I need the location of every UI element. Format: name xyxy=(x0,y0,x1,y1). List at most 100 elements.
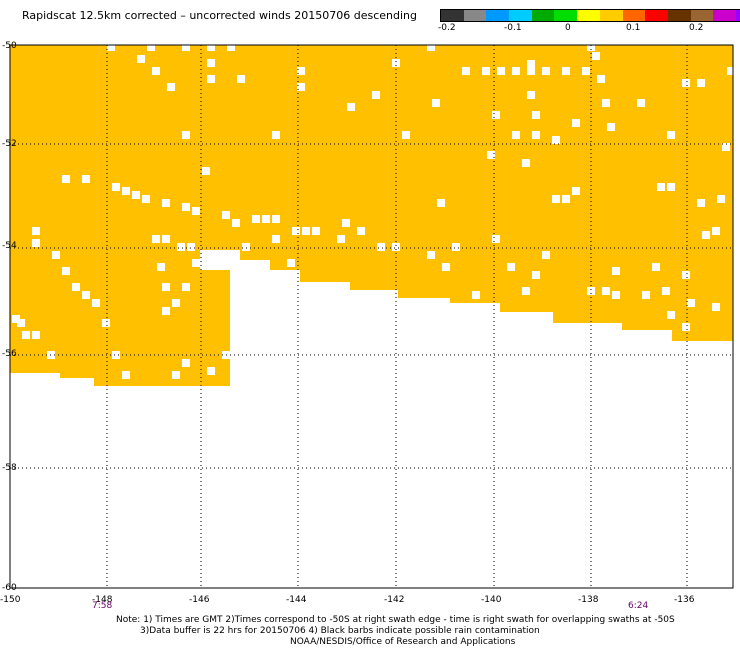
missing-cell xyxy=(252,215,260,223)
missing-cell xyxy=(12,315,20,323)
missing-cell xyxy=(297,83,305,91)
missing-cell xyxy=(472,291,480,299)
colorbar-label: 0.1 xyxy=(626,23,641,33)
missing-cell xyxy=(452,243,460,251)
missing-cell xyxy=(667,183,675,191)
missing-cell xyxy=(667,131,675,139)
colorbar-swatch xyxy=(690,10,714,21)
missing-cell xyxy=(62,175,70,183)
missing-cell xyxy=(532,131,540,139)
missing-cell xyxy=(392,59,400,67)
missing-cell xyxy=(112,183,120,191)
graticule xyxy=(10,45,733,588)
missing-cell xyxy=(272,131,280,139)
missing-cell xyxy=(302,227,310,235)
colorbar-swatch xyxy=(554,10,578,21)
missing-cell xyxy=(487,151,495,159)
missing-cell xyxy=(162,283,170,291)
lon-label: -146 xyxy=(189,595,210,605)
missing-cell xyxy=(582,67,590,75)
lat-label: -60 xyxy=(2,583,17,593)
missing-cell xyxy=(92,299,100,307)
missing-cell xyxy=(167,83,175,91)
missing-cell xyxy=(162,199,170,207)
missing-cell xyxy=(527,60,535,68)
lat-label: -50 xyxy=(2,41,17,51)
colorbar: -0.2 -0.1 0 0.1 0.2 xyxy=(438,9,740,33)
missing-cell xyxy=(172,371,180,379)
missing-cell xyxy=(107,43,115,51)
lat-label: -54 xyxy=(2,241,17,251)
missing-cell xyxy=(717,195,725,203)
lon-label: -150 xyxy=(0,595,21,605)
missing-cell xyxy=(147,43,155,51)
missing-cell xyxy=(152,67,160,75)
missing-cell xyxy=(232,219,240,227)
note-line: Note: 1) Times are GMT 2)Times correspon… xyxy=(116,615,675,625)
missing-cell xyxy=(722,143,730,151)
lon-label: -142 xyxy=(384,595,404,605)
plot-frame xyxy=(9,44,734,589)
missing-cell xyxy=(17,319,25,327)
missing-cell xyxy=(377,243,385,251)
colorbar-swatch xyxy=(622,10,646,21)
colorbar-swatch xyxy=(645,10,668,21)
missing-cell xyxy=(602,287,610,295)
missing-cell xyxy=(102,319,110,327)
lat-label: -56 xyxy=(2,349,17,359)
missing-cell xyxy=(72,283,80,291)
missing-cell xyxy=(612,291,620,299)
missing-cell xyxy=(202,167,210,175)
start-time: 7:58 xyxy=(92,601,113,611)
missing-cell xyxy=(597,75,605,83)
colorbar-label: -0.2 xyxy=(438,23,456,33)
missing-cell xyxy=(242,243,250,251)
missing-cell xyxy=(82,291,90,299)
missing-cell xyxy=(682,323,690,331)
missing-cell xyxy=(272,215,280,223)
missing-cell xyxy=(532,111,540,119)
wind-difference-field xyxy=(10,45,733,386)
longitude-labels: -150 -148 -146 -144 -142 -140 -138 -136 xyxy=(0,595,695,605)
missing-cell xyxy=(702,231,710,239)
lon-label: -136 xyxy=(674,595,695,605)
colorbar-swatch xyxy=(463,10,487,21)
missing-cell xyxy=(512,67,520,75)
missing-cell xyxy=(157,263,165,271)
missing-cell xyxy=(527,67,535,75)
colorbar-swatch xyxy=(599,10,623,21)
missing-cell xyxy=(612,267,620,275)
missing-cell xyxy=(712,303,720,311)
missing-cell xyxy=(587,43,595,51)
missing-cell xyxy=(22,331,30,339)
end-time: 6:24 xyxy=(628,601,649,611)
missing-cell xyxy=(572,119,580,127)
missing-cell xyxy=(512,131,520,139)
missing-cell xyxy=(572,187,580,195)
colorbar-label: 0.2 xyxy=(689,23,704,33)
missing-cell xyxy=(62,267,70,275)
missing-cell xyxy=(237,75,245,83)
missing-cell xyxy=(52,251,60,259)
missing-cell xyxy=(132,191,140,199)
missing-cell xyxy=(177,243,185,251)
lon-label: -148 xyxy=(92,595,113,605)
colorbar-label: -0.1 xyxy=(504,23,522,33)
missing-cell xyxy=(272,235,280,243)
missing-cell xyxy=(207,43,215,51)
colorbar-swatch xyxy=(667,10,691,21)
missing-cell xyxy=(552,195,560,203)
missing-cell xyxy=(207,59,215,67)
missing-cell xyxy=(587,287,595,295)
missing-cell xyxy=(442,263,450,271)
missing-cell xyxy=(182,203,190,211)
missing-cell xyxy=(427,43,435,51)
lon-label: -144 xyxy=(286,595,307,605)
missing-cell xyxy=(32,331,40,339)
missing-cell xyxy=(542,251,550,259)
map-title: Rapidscat 12.5km corrected – uncorrected… xyxy=(22,9,418,22)
missing-cell xyxy=(592,52,600,60)
missing-cell xyxy=(482,67,490,75)
colorbar-swatch xyxy=(713,10,736,21)
missing-cell xyxy=(337,235,345,243)
